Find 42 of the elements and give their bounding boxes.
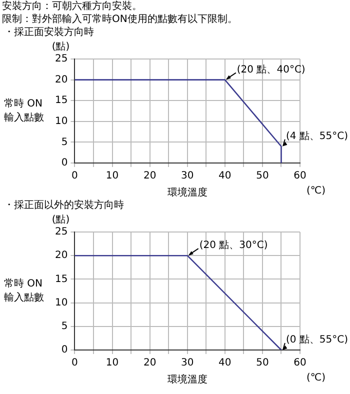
y-tick-label: 5 xyxy=(61,320,68,332)
x-tick-label: 0 xyxy=(72,170,78,182)
x-tick-label: 30 xyxy=(180,170,194,182)
y-axis-title: 常時 ON 輸入點數 xyxy=(4,98,44,124)
y-tick-label: 15 xyxy=(54,274,68,285)
text: (℃) xyxy=(306,372,326,384)
x-tick-label: 10 xyxy=(106,358,119,369)
x-tick-label: 20 xyxy=(143,170,156,182)
x-tick-label: 0 xyxy=(72,358,78,369)
y-tick-label: 20 xyxy=(54,250,68,262)
y-axis-title: 常時 ON 輸入點數 xyxy=(4,278,44,304)
y-tick-label: 25 xyxy=(54,226,68,238)
annotation: (0 點、55°C) xyxy=(286,334,348,346)
x-axis-title: 環境溫度 xyxy=(167,374,208,386)
x-tick-label: 60 xyxy=(294,358,306,369)
x-tick-label: 60 xyxy=(294,170,306,182)
y-tick-label: 0 xyxy=(61,158,68,169)
x-tick-label: 40 xyxy=(218,170,232,182)
annotation: (20 點、40°C) xyxy=(236,63,306,76)
chart-title: ・採正面以外的安裝方向時 xyxy=(3,199,125,212)
y-tick-label: 20 xyxy=(54,74,68,86)
chart-title: ・採正面安裝方向時 xyxy=(3,26,95,39)
y-tick-label: 5 xyxy=(61,136,68,148)
x-tick-label: 30 xyxy=(180,358,194,369)
y-tick-label: 15 xyxy=(54,95,68,106)
text: 安裝方向：可朝六種方向安裝。 xyxy=(1,0,143,13)
annotation: (20 點、30°C) xyxy=(199,239,268,252)
x-tick-label: 20 xyxy=(143,358,156,369)
text: (點) xyxy=(52,40,70,53)
x-tick-label: 50 xyxy=(256,358,269,369)
y-tick-label: 10 xyxy=(54,297,68,308)
text: (點) xyxy=(52,214,70,226)
x-axis-title: 環境溫度 xyxy=(167,186,208,199)
text: (℃) xyxy=(306,186,326,197)
annotation: (4 點、55°C) xyxy=(286,130,348,142)
text: 限制：對外部輸入可常時ON使用的點數有以下限制。 xyxy=(1,13,238,26)
y-tick-label: 10 xyxy=(54,116,68,127)
y-tick-label: 25 xyxy=(54,54,68,65)
x-tick-label: 10 xyxy=(106,170,119,182)
x-tick-label: 50 xyxy=(256,170,269,182)
y-tick-label: 0 xyxy=(61,344,68,356)
x-tick-label: 40 xyxy=(218,358,232,369)
